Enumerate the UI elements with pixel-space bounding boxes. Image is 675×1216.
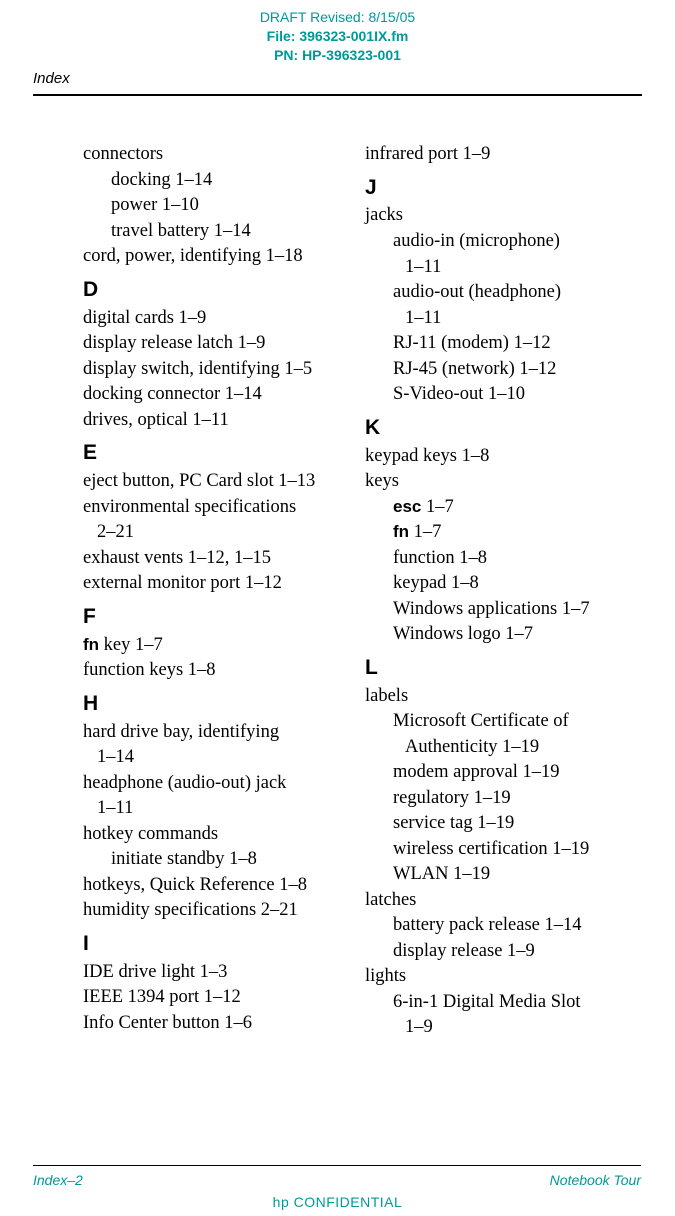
file-line: File: 396323-001IX.fm [0,27,675,46]
entry-headphone-a: headphone (audio-out) jack [83,771,341,797]
entry-audio-out-a: audio-out (headphone) [365,280,623,306]
entry-audio-in-a: audio-in (microphone) [365,229,623,255]
entry-wlan: WLAN 1–19 [365,862,623,888]
fn-rest: 1–7 [409,522,441,542]
entry-drives-optical: drives, optical 1–11 [83,408,341,434]
letter-j: J [365,174,623,203]
entry-six-in-one-a: 6-in-1 Digital Media Slot [365,990,623,1016]
entry-connectors-power: power 1–10 [83,193,341,219]
confidential-line: hp CONFIDENTIAL [0,1194,675,1210]
esc-rest: 1–7 [421,497,453,517]
entry-hotkey-cmds: hotkey commands [83,822,341,848]
entry-ieee: IEEE 1394 port 1–12 [83,985,341,1011]
entry-function: function 1–8 [365,546,623,572]
entry-cord: cord, power, identifying 1–18 [83,244,341,270]
entry-audio-in-b: 1–11 [365,255,623,281]
entry-fn-key: fn key 1–7 [83,633,341,659]
entry-disp-release: display release 1–9 [365,939,623,965]
entry-connectors: connectors [83,142,341,168]
esc-prefix: esc [393,497,421,516]
letter-k: K [365,414,623,443]
letter-f: F [83,603,341,632]
entry-connectors-docking: docking 1–14 [83,168,341,194]
entry-hotkeys-ref: hotkeys, Quick Reference 1–8 [83,873,341,899]
entry-digital-cards: digital cards 1–9 [83,306,341,332]
entry-wireless-cert: wireless certification 1–19 [365,837,623,863]
entry-six-in-one-b: 1–9 [365,1015,623,1041]
entry-latches: latches [365,888,623,914]
pn-line: PN: HP-396323-001 [0,46,675,65]
bottom-rule [33,1165,641,1166]
entry-hotkey-sub: initiate standby 1–8 [83,847,341,873]
entry-exhaust: exhaust vents 1–12, 1–15 [83,546,341,572]
draft-line: DRAFT Revised: 8/15/05 [0,8,675,27]
fn-key-prefix: fn [83,635,99,654]
entry-rj45: RJ-45 (network) 1–12 [365,357,623,383]
fn-prefix: fn [393,522,409,541]
entry-batt-release: battery pack release 1–14 [365,913,623,939]
entry-esc: esc 1–7 [365,495,623,521]
header-meta: DRAFT Revised: 8/15/05 File: 396323-001I… [0,0,675,65]
footer: Index–2 Notebook Tour [33,1172,641,1188]
entry-ms-cert-b: Authenticity 1–19 [365,735,623,761]
fn-key-rest: key 1–7 [99,635,163,655]
letter-e: E [83,439,341,468]
entry-svideo: S-Video-out 1–10 [365,382,623,408]
entry-service-tag: service tag 1–19 [365,811,623,837]
entry-headphone-b: 1–11 [83,796,341,822]
page: DRAFT Revised: 8/15/05 File: 396323-001I… [0,0,675,1216]
entry-hd-bay-a: hard drive bay, identifying [83,720,341,746]
footer-right: Notebook Tour [550,1172,641,1188]
entry-keypad2: keypad 1–8 [365,571,623,597]
entry-ide: IDE drive light 1–3 [83,960,341,986]
entry-regulatory: regulatory 1–19 [365,786,623,812]
entry-ext-monitor: external monitor port 1–12 [83,571,341,597]
letter-d: D [83,276,341,305]
entry-env-spec: environmental specifications [83,495,341,521]
entry-info-center: Info Center button 1–6 [83,1011,341,1037]
entry-keypad: keypad keys 1–8 [365,444,623,470]
entry-lights: lights [365,964,623,990]
entry-docking-connector: docking connector 1–14 [83,382,341,408]
entry-ms-cert-a: Microsoft Certificate of [365,709,623,735]
entry-win-apps: Windows applications 1–7 [365,597,623,623]
entry-labels: labels [365,684,623,710]
letter-i: I [83,930,341,959]
entry-modem-appr: modem approval 1–19 [365,760,623,786]
index-columns: connectors docking 1–14 power 1–10 trave… [83,142,623,1041]
entry-win-logo: Windows logo 1–7 [365,622,623,648]
left-column: connectors docking 1–14 power 1–10 trave… [83,142,341,1041]
entry-humidity: humidity specifications 2–21 [83,898,341,924]
entry-jacks: jacks [365,203,623,229]
entry-connectors-travel: travel battery 1–14 [83,219,341,245]
section-header: Index [33,70,70,87]
entry-eject: eject button, PC Card slot 1–13 [83,469,341,495]
entry-function-keys: function keys 1–8 [83,658,341,684]
footer-left: Index–2 [33,1172,83,1188]
entry-rj11: RJ-11 (modem) 1–12 [365,331,623,357]
letter-l: L [365,654,623,683]
entry-env-spec-b: 2–21 [83,520,341,546]
entry-fn: fn 1–7 [365,520,623,546]
top-rule [33,94,642,96]
entry-infrared: infrared port 1–9 [365,142,623,168]
entry-hd-bay-b: 1–14 [83,745,341,771]
entry-keys: keys [365,469,623,495]
right-column: infrared port 1–9 J jacks audio-in (micr… [365,142,623,1041]
letter-h: H [83,690,341,719]
entry-display-switch: display switch, identifying 1–5 [83,357,341,383]
entry-audio-out-b: 1–11 [365,306,623,332]
entry-display-release: display release latch 1–9 [83,331,341,357]
